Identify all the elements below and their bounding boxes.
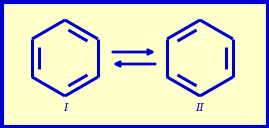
Text: II: II <box>196 103 204 113</box>
Text: I: I <box>63 103 67 113</box>
